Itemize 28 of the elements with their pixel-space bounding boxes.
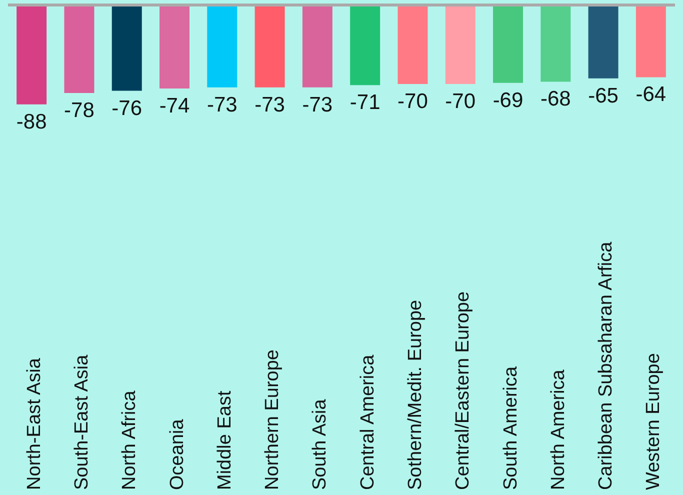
data-label: -78 [64, 99, 94, 122]
data-label: -73 [254, 93, 285, 116]
data-label: -69 [492, 88, 524, 112]
data-label: -76 [112, 96, 142, 120]
data-label: -70 [398, 90, 428, 113]
x-tick-label: South Asia [310, 398, 331, 490]
x-tick-label: Northern Europe [262, 350, 284, 490]
x-tick-label: South-East Asia [71, 354, 92, 490]
x-tick-label: North-East Asia [24, 358, 45, 490]
x-tick-label: Sothern/Medit. Europe [404, 300, 426, 490]
x-tick-label: South America [500, 366, 522, 490]
x-tick-label: Oceania [166, 418, 188, 490]
x-tick-label: Caribbean Subsaharan Arfica [596, 241, 617, 490]
data-label: -71 [350, 91, 380, 114]
data-label: -73 [206, 93, 238, 116]
data-label: -70 [445, 90, 476, 113]
x-tick-label: Western Europe [643, 353, 664, 490]
x-tick-label: Central America [357, 354, 378, 490]
data-label: -88 [16, 110, 47, 134]
data-label: -68 [540, 88, 571, 111]
data-label: -73 [302, 93, 333, 116]
x-tick-label: North America [548, 369, 569, 490]
x-tick-label: Middle East [214, 390, 236, 490]
data-label: -64 [636, 83, 666, 106]
x-tick-label: North Africa [119, 390, 140, 490]
data-label: -65 [588, 84, 618, 108]
x-tick-label: Central/Eastern Europe [452, 291, 474, 490]
data-label: -74 [159, 94, 190, 118]
